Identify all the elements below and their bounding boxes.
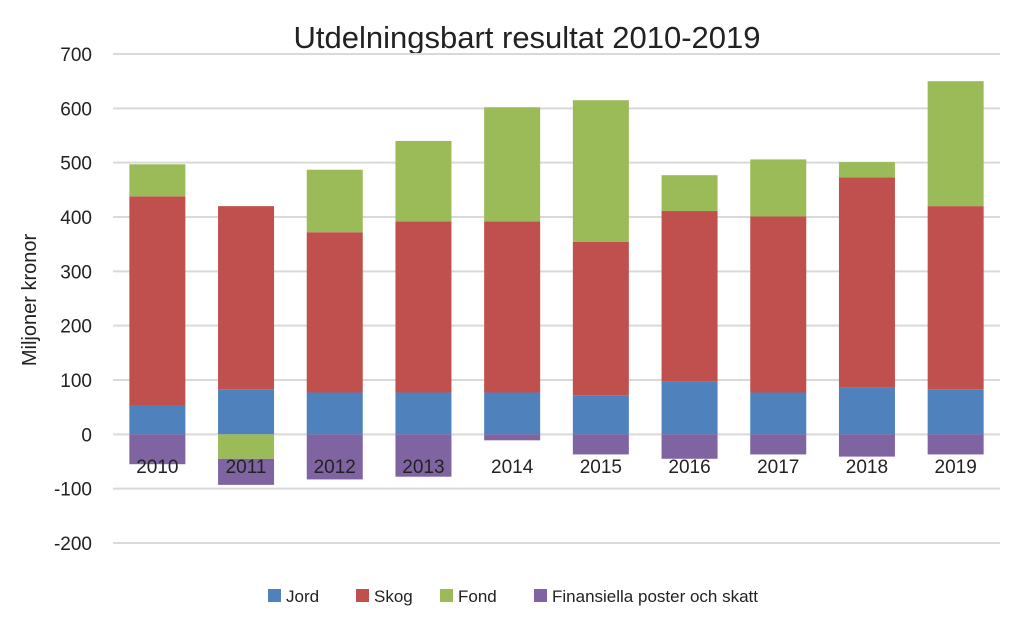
x-tick-label: 2019 bbox=[935, 457, 977, 478]
bar-jord-2017 bbox=[750, 392, 807, 435]
bar-finansiella-poster-och-skatt-2018 bbox=[838, 434, 895, 457]
bar-finansiella-poster-och-skatt-2015 bbox=[572, 434, 629, 455]
bar-skog-2019 bbox=[927, 206, 984, 390]
y-axis-label: Miljoner kronor bbox=[19, 234, 41, 367]
bar-skog-2010 bbox=[129, 196, 186, 406]
bar-fond-2018 bbox=[838, 162, 895, 178]
x-tick-label: 2018 bbox=[846, 457, 888, 478]
bar-fond-2014 bbox=[484, 107, 541, 222]
x-tick-label: 2017 bbox=[757, 457, 799, 478]
y-tick-label: -200 bbox=[54, 534, 92, 555]
x-tick-label: 2010 bbox=[136, 457, 178, 478]
x-tick-label: 2011 bbox=[226, 457, 267, 478]
y-tick-label: 300 bbox=[60, 262, 92, 283]
bar-skog-2014 bbox=[484, 221, 541, 393]
chart-title: Utdelningsbart resultat 2010-2019 bbox=[293, 20, 760, 55]
legend-swatch bbox=[534, 589, 547, 602]
y-tick-label: 600 bbox=[60, 99, 92, 120]
legend-label: Skog bbox=[374, 587, 413, 606]
x-tick-label: 2013 bbox=[402, 457, 444, 478]
bar-skog-2011 bbox=[218, 206, 275, 390]
bar-skog-2017 bbox=[750, 216, 807, 393]
legend-swatch bbox=[356, 589, 369, 602]
bar-finansiella-poster-och-skatt-2019 bbox=[927, 434, 984, 455]
bar-skog-2018 bbox=[838, 177, 895, 388]
x-tick-label: 2014 bbox=[491, 457, 534, 478]
bar-finansiella-poster-och-skatt-2012 bbox=[306, 434, 363, 480]
bar-jord-2015 bbox=[572, 395, 629, 435]
bar-skog-2015 bbox=[572, 241, 629, 396]
bar-finansiella-poster-och-skatt-2010 bbox=[129, 434, 186, 465]
bar-finansiella-poster-och-skatt-2017 bbox=[750, 434, 807, 455]
y-tick-label: -100 bbox=[54, 480, 92, 501]
y-tick-label: 500 bbox=[60, 154, 92, 175]
bar-skog-2013 bbox=[395, 221, 452, 393]
y-tick-label: 100 bbox=[60, 371, 92, 392]
y-tick-label: 0 bbox=[81, 425, 92, 446]
legend-label: Finansiella poster och skatt bbox=[552, 587, 758, 606]
bar-jord-2011 bbox=[218, 389, 275, 435]
x-tick-label: 2015 bbox=[580, 457, 622, 478]
bar-jord-2019 bbox=[927, 389, 984, 435]
bar-fond-2010 bbox=[129, 164, 186, 197]
bar-skog-2016 bbox=[661, 211, 718, 382]
bar-fond-2011 bbox=[218, 434, 275, 459]
bar-fond-2013 bbox=[395, 140, 452, 222]
bar-jord-2010 bbox=[129, 405, 186, 435]
bar-jord-2014 bbox=[484, 392, 541, 435]
bar-skog-2012 bbox=[306, 232, 363, 393]
y-tick-label: 200 bbox=[60, 317, 92, 338]
bar-fond-2019 bbox=[927, 81, 984, 207]
bar-jord-2012 bbox=[306, 392, 363, 435]
bar-fond-2017 bbox=[750, 159, 807, 217]
x-tick-label: 2012 bbox=[314, 457, 356, 478]
bar-jord-2013 bbox=[395, 392, 452, 435]
bar-jord-2018 bbox=[838, 387, 895, 435]
legend-label: Fond bbox=[458, 587, 497, 606]
legend-swatch bbox=[268, 589, 281, 602]
bar-fond-2016 bbox=[661, 175, 718, 212]
y-tick-label: 400 bbox=[60, 208, 92, 229]
bar-fond-2015 bbox=[572, 100, 629, 242]
legend-swatch bbox=[440, 589, 453, 602]
bar-finansiella-poster-och-skatt-2014 bbox=[484, 434, 541, 441]
bar-jord-2016 bbox=[661, 381, 718, 435]
bar-finansiella-poster-och-skatt-2013 bbox=[395, 434, 452, 477]
bar-fond-2012 bbox=[306, 169, 363, 233]
bar-finansiella-poster-och-skatt-2016 bbox=[661, 434, 718, 459]
y-tick-label: 700 bbox=[60, 45, 92, 66]
legend-label: Jord bbox=[286, 587, 319, 606]
bar-finansiella-poster-och-skatt-2011 bbox=[218, 458, 275, 485]
x-tick-label: 2016 bbox=[668, 457, 710, 478]
